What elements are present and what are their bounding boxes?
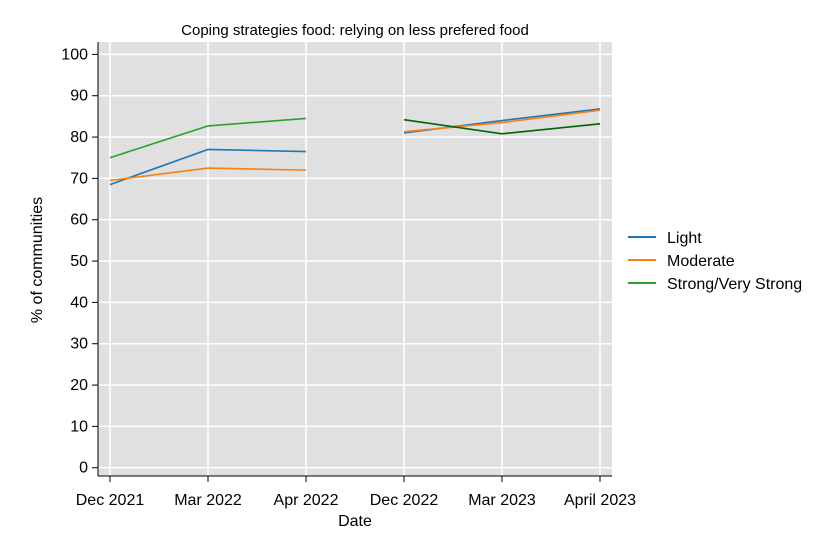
series-line-light xyxy=(109,148,307,186)
x-tick-label: Apr 2022 xyxy=(274,492,339,509)
legend-label: Light xyxy=(667,230,702,247)
axes: 0 10 20 30 40 50 60 70 80 90 100 Dec 2021 Mar 2022 Ap… xyxy=(61,42,636,509)
y-tick-label: 100 xyxy=(61,46,88,63)
y-tick-label: 20 xyxy=(70,377,88,394)
y-tick-label: 40 xyxy=(70,294,88,311)
series-line-strong-very-strong xyxy=(109,117,307,159)
series-line-strong-very-strong xyxy=(403,118,601,135)
legend-label: Strong/Very Strong xyxy=(667,276,802,293)
y-tick-label: 60 xyxy=(70,212,88,229)
x-tick-label: Dec 2021 xyxy=(76,492,145,509)
x-tick-label: Mar 2022 xyxy=(174,492,242,509)
plot-background xyxy=(98,42,612,476)
y-tick-label: 90 xyxy=(70,88,88,105)
x-tick-label: Dec 2022 xyxy=(370,492,439,509)
series-lines xyxy=(109,108,601,186)
y-tick-label: 50 xyxy=(70,253,88,270)
y-tick-label: 0 xyxy=(79,460,88,477)
x-tick-label: April 2023 xyxy=(564,492,636,509)
chart-title: Coping strategies food: relying on less … xyxy=(181,22,529,39)
grid-lines xyxy=(98,42,612,476)
y-tick-label: 80 xyxy=(70,129,88,146)
series-line-moderate xyxy=(403,109,601,133)
legend-label: Moderate xyxy=(667,253,735,270)
series-line-moderate xyxy=(109,167,307,182)
legend: Light Moderate Strong/Very Strong xyxy=(628,230,802,293)
x-axis-title: Date xyxy=(338,513,372,530)
y-axis-title: % of communities xyxy=(29,197,46,323)
x-tick-label: Mar 2023 xyxy=(468,492,536,509)
y-tick-label: 70 xyxy=(70,170,88,187)
y-tick-label: 10 xyxy=(70,418,88,435)
y-tick-label: 30 xyxy=(70,336,88,353)
